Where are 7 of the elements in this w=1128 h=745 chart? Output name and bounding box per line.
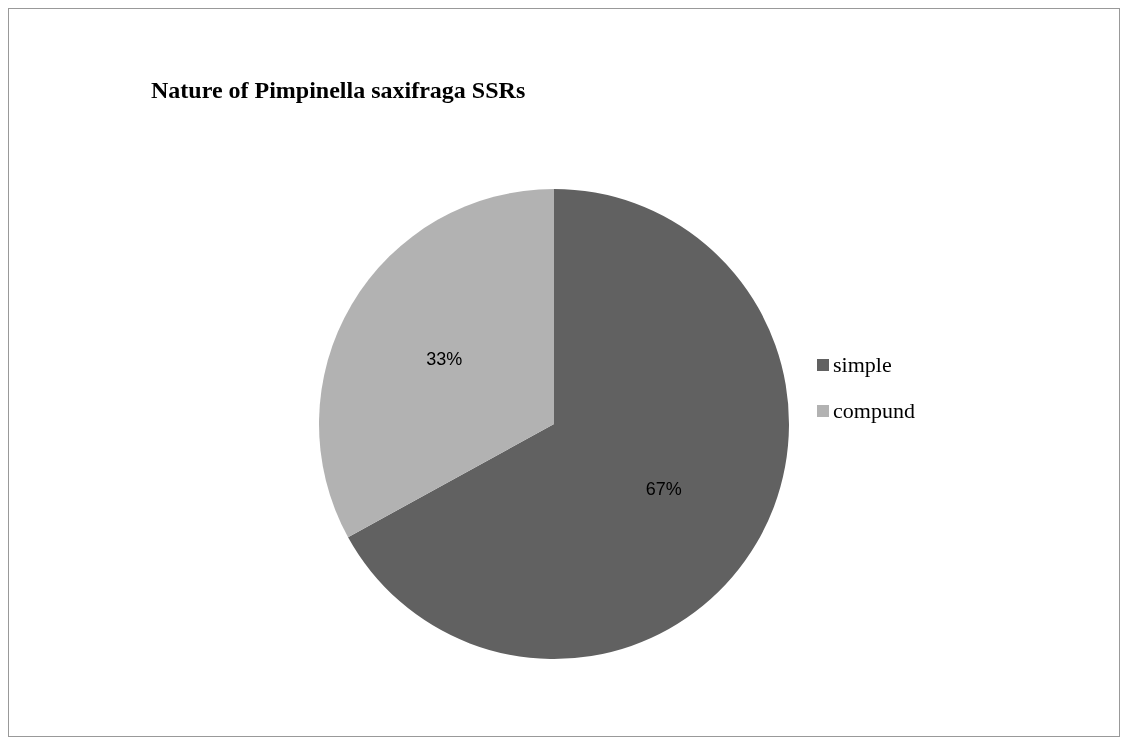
- data-label: 33%: [426, 349, 463, 370]
- pie-slice: [319, 189, 554, 538]
- chart-title: Nature of Pimpinella saxifraga SSRs: [151, 77, 526, 104]
- legend-label: simple: [833, 352, 892, 378]
- pie-slice: [348, 189, 789, 659]
- data-label: 67%: [645, 478, 682, 499]
- legend-label: compund: [833, 398, 915, 424]
